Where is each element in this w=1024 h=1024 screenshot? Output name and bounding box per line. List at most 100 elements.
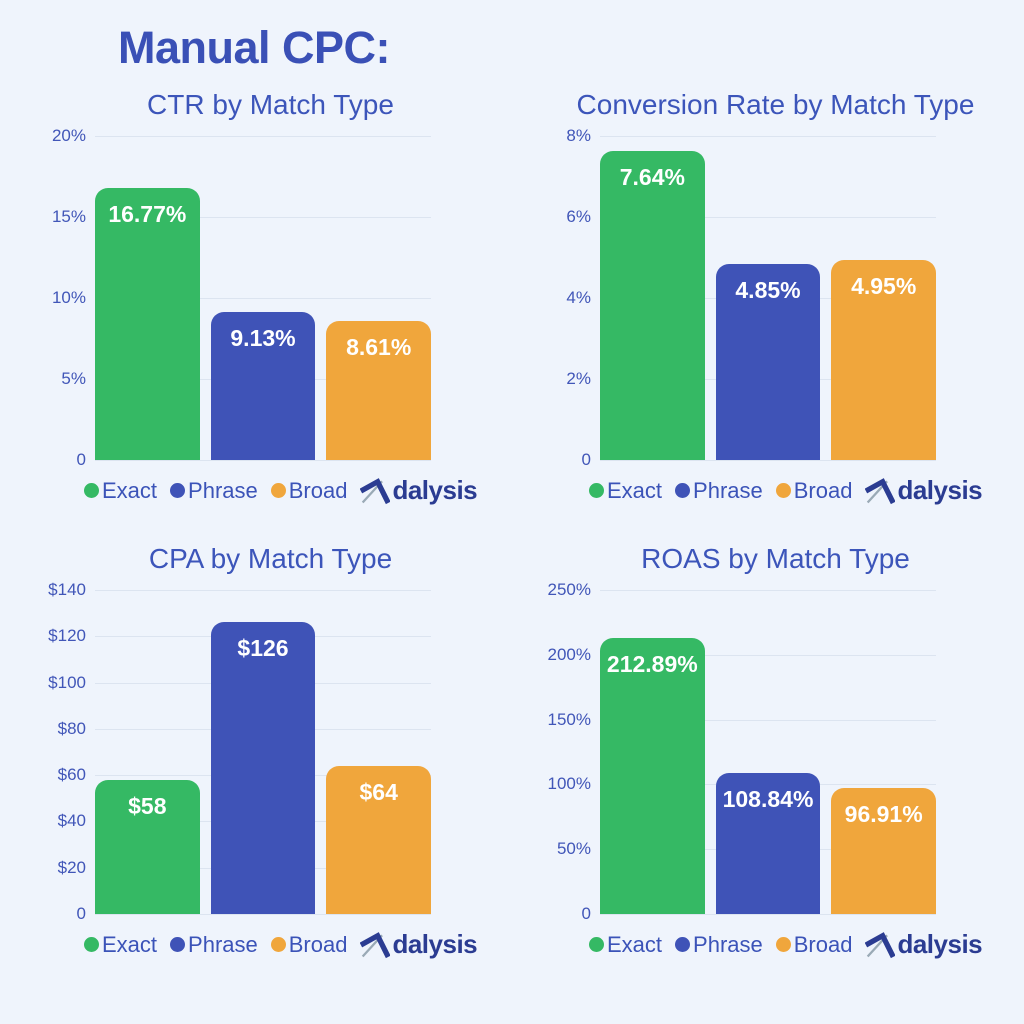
adalysis-a-icon <box>865 477 896 504</box>
logo-text: dalysis <box>897 475 983 505</box>
adalysis-a-icon <box>360 477 391 504</box>
legend: Exact Phrase Broad dalysis <box>589 929 983 960</box>
bar-value-label: 4.85% <box>735 276 801 303</box>
chart-roas: ROAS by Match Type 250% 200% 150% 100% 50% 0 … <box>543 542 1008 960</box>
bar-value-label: 7.64% <box>619 163 685 190</box>
exact-dot-icon <box>589 483 604 498</box>
chart-title: ROAS by Match Type <box>641 543 910 574</box>
y-tick-label: 0 <box>76 904 86 923</box>
legend-item-broad: Broad <box>775 477 853 504</box>
adalysis-logo: dalysis <box>865 929 983 960</box>
bars-group: 7.64% 4.85% 4.95% <box>600 136 937 460</box>
phrase-dot-icon <box>675 937 691 952</box>
legend-item-exact: Exact <box>84 478 157 504</box>
bars-group: 16.77% 9.13% 8.61% <box>95 136 432 460</box>
legend-item-phrase: Phrase <box>170 932 258 958</box>
broad-dot-icon <box>270 483 286 498</box>
y-tick-label: 0 <box>76 450 86 469</box>
bars-group: 212.89% 108.84% 96.91% <box>600 590 937 914</box>
y-tick-label: $40 <box>57 811 86 831</box>
bar-value-label: 4.95% <box>851 272 917 299</box>
y-tick-label: 0 <box>581 450 591 469</box>
bar-phrase: $126 <box>210 622 316 914</box>
legend-label-broad: Broad <box>793 931 853 957</box>
logo-text: dalysis <box>392 929 478 959</box>
legend-label-phrase: Phrase <box>188 931 258 957</box>
y-tick-label: 150% <box>547 709 591 729</box>
y-tick-label: 20% <box>51 126 86 145</box>
exact-dot-icon <box>84 937 99 952</box>
gridline: $140 <box>48 580 431 599</box>
plot-area: $140 $120 $100 $80 $60 $40 $20 0 $58 $126 $64 <box>48 580 432 923</box>
bar-exact: 7.64% <box>600 150 705 460</box>
bar-value-label: 9.13% <box>230 325 296 352</box>
y-tick-label: $20 <box>57 857 86 877</box>
legend-label-phrase: Phrase <box>693 931 763 957</box>
y-tick-label: 0 <box>581 904 591 923</box>
plot-area: 250% 200% 150% 100% 50% 0 212.89% 108.84% 96.91… <box>548 580 937 923</box>
bar-broad: 8.61% <box>326 320 432 460</box>
y-tick-label: 50% <box>556 839 591 859</box>
bar-exact: 212.89% <box>600 638 705 914</box>
y-tick-label: 4% <box>566 288 591 307</box>
gridline: 0 <box>77 450 431 469</box>
bar-broad: 4.95% <box>831 259 937 460</box>
plot-area: 8% 6% 4% 2% 0 7.64% 4.85% 4.95% <box>566 126 937 469</box>
legend-label-exact: Exact <box>102 931 158 957</box>
y-tick-label: $60 <box>57 765 86 785</box>
y-tick-label: 6% <box>566 207 591 226</box>
legend-label-phrase: Phrase <box>188 477 258 503</box>
bar-value-label: $58 <box>128 792 167 819</box>
chart-conversion-rate: Conversion Rate by Match Type 8% 6% 4% 2% 0 … <box>543 88 1008 506</box>
bar-broad: 96.91% <box>831 788 937 914</box>
legend: Exact Phrase Broad dalysis <box>84 475 478 506</box>
chart-ctr: CTR by Match Type 20% 15% 10% 5% 0 16.77% 9.1… <box>38 88 503 506</box>
exact-dot-icon <box>84 483 99 498</box>
gridline: 6% <box>566 207 936 226</box>
y-tick-label: $80 <box>57 718 86 738</box>
gridline: 0 <box>582 450 936 469</box>
legend-item-exact: Exact <box>84 932 157 958</box>
bar-broad: $64 <box>326 765 432 914</box>
adalysis-logo: dalysis <box>865 475 983 506</box>
legend-label-exact: Exact <box>607 931 663 957</box>
bar-value-label: $64 <box>359 778 398 805</box>
y-tick-label: 5% <box>61 369 86 388</box>
legend-label-broad: Broad <box>793 477 853 503</box>
bar-value-label: 16.77% <box>108 201 187 228</box>
charts-grid: CTR by Match Type 20% 15% 10% 5% 0 16.77% 9.1… <box>0 74 1024 960</box>
chart-title: CPA by Match Type <box>148 543 393 574</box>
y-tick-label: 10% <box>51 288 86 307</box>
bar-value-label: $126 <box>237 635 289 662</box>
legend-item-exact: Exact <box>589 478 662 504</box>
legend-item-phrase: Phrase <box>675 478 763 504</box>
y-tick-label: 2% <box>566 369 591 388</box>
gridline: 10% <box>52 288 431 307</box>
gridline: 0 <box>77 904 431 923</box>
adalysis-a-icon <box>360 931 391 958</box>
bar-value-label: 96.91% <box>844 801 923 828</box>
legend-item-broad: Broad <box>270 478 347 504</box>
gridline: 150% <box>548 710 936 729</box>
bars-group: $58 $126 $64 <box>95 590 432 914</box>
bar-value-label: 8.61% <box>346 333 412 360</box>
y-tick-label: 100% <box>547 774 591 794</box>
legend-label-exact: Exact <box>102 477 158 503</box>
broad-dot-icon <box>775 937 791 952</box>
legend-label-broad: Broad <box>288 931 348 957</box>
adalysis-logo: dalysis <box>360 475 478 506</box>
gridline: 250% <box>548 580 936 599</box>
y-tick-label: $120 <box>48 626 86 646</box>
y-tick-label: 200% <box>547 644 591 664</box>
bar-exact: $58 <box>95 779 200 914</box>
gridline: 8% <box>566 126 936 145</box>
logo-text: dalysis <box>897 929 983 959</box>
bar-phrase: 108.84% <box>715 772 821 914</box>
legend-item-phrase: Phrase <box>170 478 258 504</box>
chart-title: CTR by Match Type <box>147 89 394 120</box>
bar-phrase: 4.85% <box>715 263 821 460</box>
gridline: 200% <box>548 645 936 664</box>
plot-area: 20% 15% 10% 5% 0 16.77% 9.13% 8.61% <box>52 126 432 469</box>
bar-value-label: 212.89% <box>606 651 698 678</box>
legend: Exact Phrase Broad dalysis <box>84 929 478 960</box>
